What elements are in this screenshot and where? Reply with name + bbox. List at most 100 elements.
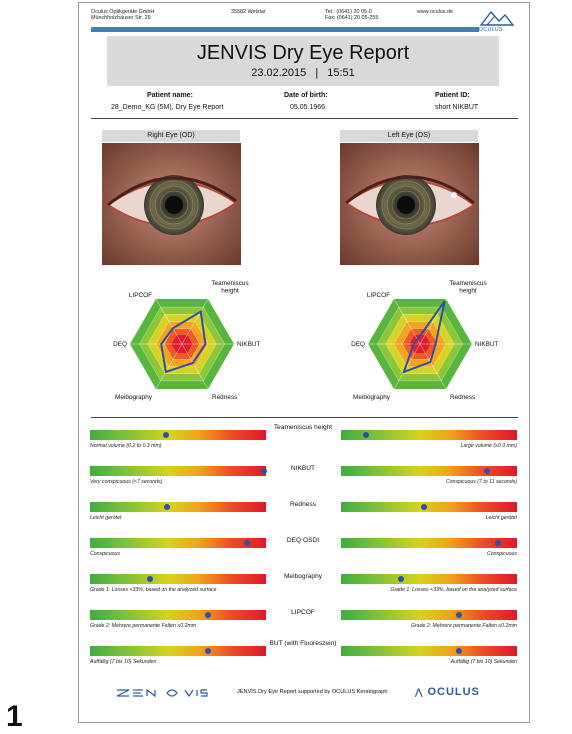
right-radar-spoke-3: [155, 343, 183, 390]
right-eye-value-marker: [162, 432, 169, 438]
footer-oculus-logo: ⋀ OCULUS: [415, 686, 480, 698]
patient-name-value: 28_Demo_KG (5M), Dry Eye Report: [111, 104, 224, 111]
left-eye-value-marker: [362, 432, 369, 438]
right-eye-redness-bar: [90, 502, 266, 512]
right-eye-teameniscus-height-bar: [90, 430, 266, 440]
oculus-logo-mark-icon: [479, 10, 515, 26]
jenvis-logo-mark-icon: [116, 688, 208, 698]
divider-top: [91, 118, 518, 119]
right-radar-label-4: DEQ: [113, 341, 127, 348]
dob-label: Date of birth:: [284, 92, 328, 99]
right-radar-label-2: Redness: [212, 394, 237, 401]
patient-id-label: Patient ID:: [435, 92, 470, 99]
metric-label: BUT (with Fluoreszein): [269, 640, 337, 647]
title-box: JENVIS Dry Eye Report 23.02.2015 | 15:51: [107, 36, 499, 86]
right-eye-caption: Grade 1: Losses <33%, based on the analy…: [90, 587, 217, 593]
metric-label: NIKBUT: [290, 465, 316, 472]
left-eye-header: Left Eye (OS): [340, 130, 478, 142]
left-eye-caption: Auffällig (7 bis 10) Sekunden: [450, 659, 517, 665]
right-radar-svg: Teameniscus height NIKBUT Redness Meibograph…: [113, 280, 261, 401]
right-eye-caption: Very conspicuous (<7 seconds): [90, 479, 163, 485]
left-eye-value-marker: [397, 576, 404, 582]
left-eye-value-marker: [484, 468, 491, 474]
right-eye-caption: Grade 2: Mehrere permanente Falten ≤0.2m…: [90, 623, 197, 629]
oculus-logo: OCULUS: [477, 9, 517, 35]
right-eye-caption: Leicht gerötet: [90, 515, 122, 521]
left-eye-value-marker: [455, 612, 462, 618]
left-radar-label-2: Redness: [450, 394, 475, 401]
right-eye-caption: Normal volume (0.2 to 0.3 mm): [90, 443, 162, 449]
company-fax: Fax: (0641) 20 05-255: [325, 15, 379, 21]
right-eye-caption: Auffällig (7 bis 10) Sekunden: [90, 659, 157, 665]
report-title: JENVIS Dry Eye Report: [196, 42, 410, 64]
oculus-logo-text: OCULUS: [479, 27, 503, 33]
left-eye-deq-osdi-bar: [341, 538, 517, 548]
left-eye-caption: Conspicuous (7 to 11 seconds): [445, 479, 517, 485]
left-radar-spoke-2: [419, 343, 447, 390]
left-eye-but-with-fluoreszein-bar: [341, 646, 517, 656]
left-radar-svg: Teameniscus height NIKBUT Redness Meibograph…: [351, 280, 499, 401]
company-web: www.oculus.de: [417, 9, 453, 15]
patient-id-value: short NIKBUT: [435, 104, 479, 111]
company-tel: Tel.: (0641) 20 05-0: [325, 9, 372, 15]
left-radar-label-3: Meibography: [353, 394, 391, 401]
left-radar-values: [402, 300, 446, 374]
right-eye-value-marker: [146, 576, 153, 582]
left-eye-caption: Conspicuous: [487, 551, 517, 557]
right-eye-deq-osdi-bar: [90, 538, 266, 548]
left-eye-caption: Grade 1: Losses <33%, based on the analy…: [390, 587, 517, 593]
left-eye-caption: Large volume (≥0.3 mm): [460, 443, 517, 449]
left-eye-value-marker: [420, 504, 427, 510]
right-eye-value-marker: [204, 648, 211, 654]
right-eye-nikbut-bar: [90, 466, 268, 476]
left-eye-redness-bar: [341, 502, 517, 512]
divider-mid: [91, 417, 518, 418]
jenvis-logo: [109, 685, 229, 701]
left-eye-teameniscus-height-bar: [341, 430, 517, 440]
right-radar-values: [160, 309, 207, 374]
date-time-separator: |: [315, 67, 319, 79]
right-radar-label-3: Meibography: [115, 394, 153, 401]
page-number: 1: [6, 700, 23, 733]
right-eye-radar: Teameniscus height NIKBUT Redness Meibograph…: [79, 265, 289, 410]
metric-label: Redness: [289, 501, 317, 508]
metric-label: LIPCOF: [291, 609, 315, 616]
report-sheet: Oculus Optikgeräte GmbH Münchholzhäuser …: [78, 2, 530, 723]
left-radar-label-1: NIKBUT: [475, 341, 499, 348]
right-eye-but-with-fluoreszein-bar: [90, 646, 266, 656]
company-name: Oculus Optikgeräte GmbH: [91, 9, 155, 15]
left-eye-lipcof-bar: [341, 610, 517, 620]
footer-text: JENVIS Dry Eye Report supported by OCULU…: [237, 689, 388, 695]
company-city: 35582 Wetzlar: [231, 9, 266, 15]
right-radar-label-1: NIKBUT: [237, 341, 261, 348]
right-radar-spoke-0: [181, 298, 209, 345]
right-eye-value-marker: [243, 540, 250, 546]
left-radar-label-0: Teameniscus height: [449, 280, 486, 295]
report-date: 23.02.2015: [251, 67, 307, 79]
dob-value: 05.05.1966: [290, 104, 326, 111]
report-datetime: 23.02.2015 | 15:51: [107, 67, 499, 79]
right-radar-spoke-2: [181, 343, 209, 390]
right-eye-photo: [102, 143, 241, 265]
metric-label: Meibography: [283, 573, 323, 580]
left-eye-photo: [340, 143, 479, 265]
footer-oculus-text: OCULUS: [427, 686, 480, 698]
left-radar-spoke-5: [393, 298, 421, 345]
right-eye-value-marker: [164, 504, 171, 510]
right-radar-label-0: Teameniscus height: [211, 280, 248, 295]
left-eye-meibography-bar: [341, 574, 517, 584]
right-radar-label-5: LIPCOF: [129, 292, 152, 299]
right-eye-lipcof-bar: [90, 610, 266, 620]
left-eye-value-marker: [494, 540, 501, 546]
right-eye-caption: Conspicuous: [90, 551, 120, 557]
right-eye-header: Right Eye (OD): [102, 130, 240, 142]
company-street: Münchholzhäuser Str. 29: [91, 15, 151, 21]
right-radar-spoke-5: [155, 298, 183, 345]
right-eye-value-marker: [204, 612, 211, 618]
right-eye-value-marker: [261, 468, 268, 474]
left-radar-spoke-3: [393, 343, 421, 390]
patient-name-label: Patient name:: [147, 92, 193, 99]
report-time: 15:51: [327, 67, 355, 79]
footer-oculus-mark-icon: ⋀: [415, 687, 424, 697]
left-eye-nikbut-bar: [341, 466, 517, 476]
